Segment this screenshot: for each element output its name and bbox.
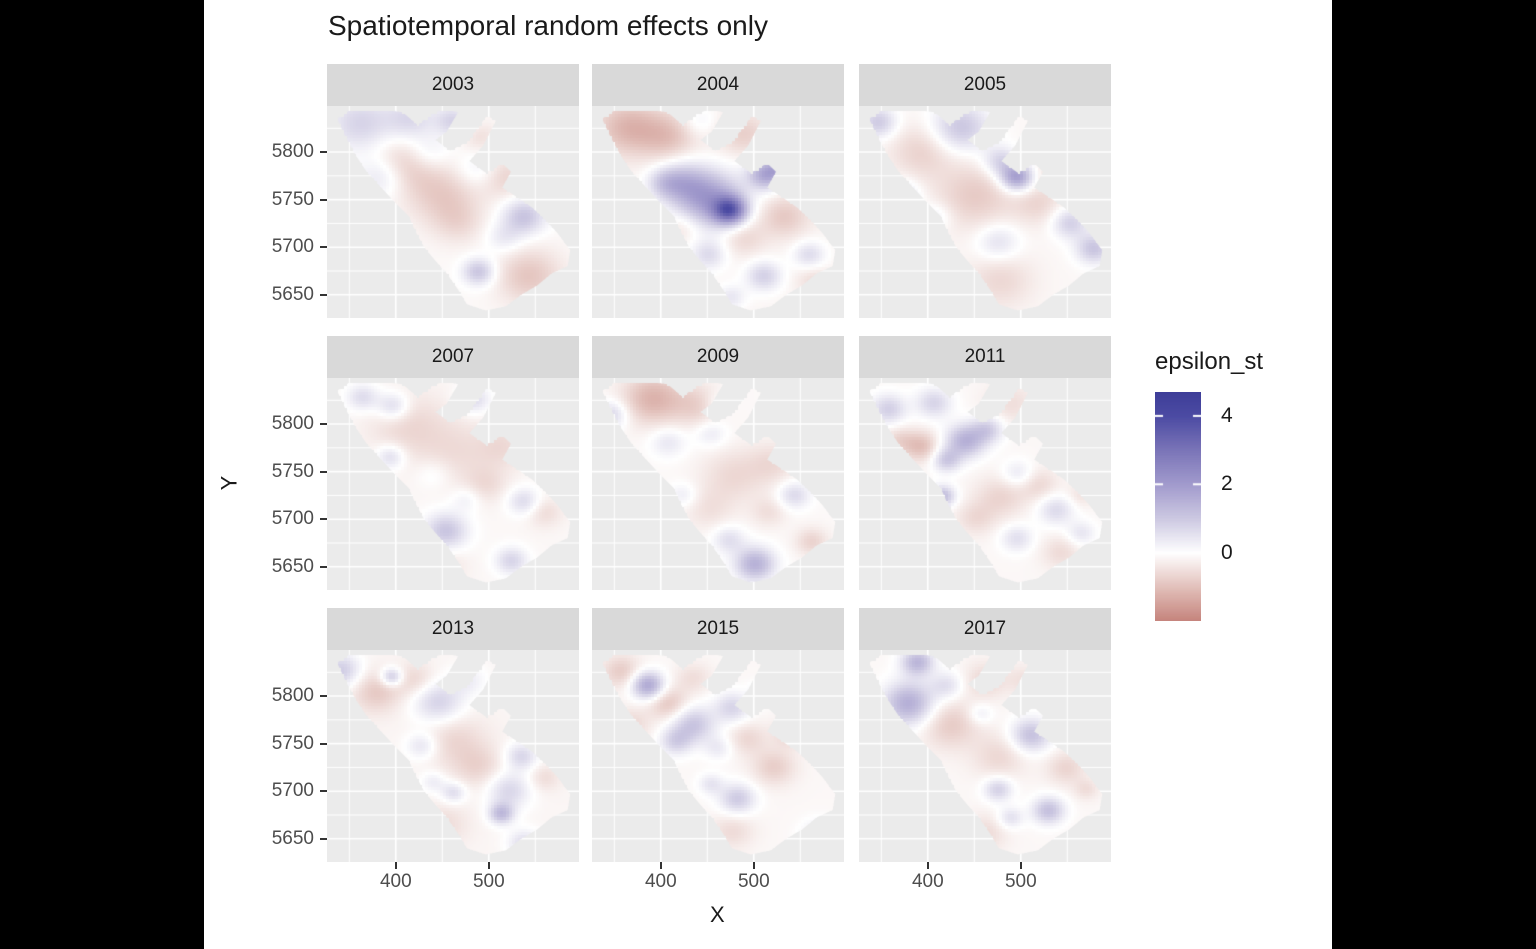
y-tick-mark xyxy=(320,695,327,698)
facet-strip-2017: 2017 xyxy=(859,608,1111,650)
x-axis-title: X xyxy=(710,902,725,927)
x-tick-label: 400 xyxy=(379,871,412,892)
y-tick-label: 5650 xyxy=(271,827,314,849)
y-tick-label: 5750 xyxy=(271,188,314,210)
facet-strip-2015: 2015 xyxy=(592,608,844,650)
y-tick-mark xyxy=(320,198,327,201)
x-tick-mark xyxy=(752,862,755,869)
facet-map-canvas-2007 xyxy=(327,378,579,590)
facet-strip-label: 2009 xyxy=(696,346,740,367)
y-tick-label: 5750 xyxy=(271,460,314,482)
legend-colorbar xyxy=(1155,392,1201,621)
y-tick-mark xyxy=(320,423,327,426)
y-tick-label: 5800 xyxy=(271,413,314,435)
facet-map-canvas-2005 xyxy=(859,106,1111,318)
facet-strip-2003: 2003 xyxy=(327,64,579,106)
y-tick-mark xyxy=(320,742,327,745)
facet-map-canvas-2015 xyxy=(592,650,844,862)
facet-strip-label: 2017 xyxy=(963,618,1007,639)
x-tick-mark xyxy=(926,862,929,869)
y-tick-label: 5700 xyxy=(271,508,314,530)
y-tick-mark xyxy=(320,790,327,793)
facet-strip-label: 2007 xyxy=(431,346,475,367)
y-tick-label: 5750 xyxy=(271,732,314,754)
y-tick-mark xyxy=(320,246,327,249)
y-axis-title: Y xyxy=(216,475,242,491)
y-tick-label: 5650 xyxy=(271,283,314,305)
y-tick-mark xyxy=(320,293,327,296)
facet-map-canvas-2013 xyxy=(327,650,579,862)
y-tick-mark xyxy=(320,151,327,154)
facet-strip-2005: 2005 xyxy=(859,64,1111,106)
facet-strip-label: 2011 xyxy=(964,346,1006,367)
y-tick-mark xyxy=(320,565,327,568)
y-tick-label: 5700 xyxy=(271,236,314,258)
facet-strip-label: 2004 xyxy=(696,74,740,95)
x-tick-mark xyxy=(659,862,662,869)
x-tick-label: 500 xyxy=(1004,871,1037,892)
y-tick-mark xyxy=(320,470,327,473)
facet-strip-label: 2013 xyxy=(431,618,475,639)
x-tick-label: 400 xyxy=(911,871,944,892)
legend-title: epsilon_st xyxy=(1155,348,1264,375)
y-tick-label: 5800 xyxy=(271,685,314,707)
legend-tick-label: 2 xyxy=(1221,472,1233,496)
x-tick-mark xyxy=(394,862,397,869)
facet-strip-2009: 2009 xyxy=(592,336,844,378)
y-tick-mark xyxy=(320,837,327,840)
y-tick-label: 5650 xyxy=(271,555,314,577)
legend-tick-label: 4 xyxy=(1221,403,1233,427)
facet-map-canvas-2009 xyxy=(592,378,844,590)
x-tick-label: 500 xyxy=(472,871,505,892)
legend-tick-label: 0 xyxy=(1221,540,1233,564)
facet-map-canvas-2011 xyxy=(859,378,1111,590)
facet-strip-2007: 2007 xyxy=(327,336,579,378)
facet-strip-2004: 2004 xyxy=(592,64,844,106)
facet-map-canvas-2004 xyxy=(592,106,844,318)
x-tick-mark xyxy=(487,862,490,869)
x-tick-label: 500 xyxy=(737,871,770,892)
chart-title: Spatiotemporal random effects only xyxy=(328,10,768,41)
facet-strip-2011: 2011 xyxy=(859,336,1111,378)
y-tick-mark xyxy=(320,518,327,521)
plot-surface: Spatiotemporal random effects only 2003 2… xyxy=(204,0,1332,949)
facet-strip-label: 2015 xyxy=(696,618,740,639)
y-tick-label: 5700 xyxy=(271,780,314,802)
x-tick-mark xyxy=(1019,862,1022,869)
y-tick-label: 5800 xyxy=(271,141,314,163)
facet-map-canvas-2003 xyxy=(327,106,579,318)
facet-map-canvas-2017 xyxy=(859,650,1111,862)
x-tick-label: 400 xyxy=(644,871,677,892)
facet-strip-label: 2003 xyxy=(431,74,475,95)
facet-strip-2013: 2013 xyxy=(327,608,579,650)
facet-strip-label: 2005 xyxy=(963,74,1007,95)
